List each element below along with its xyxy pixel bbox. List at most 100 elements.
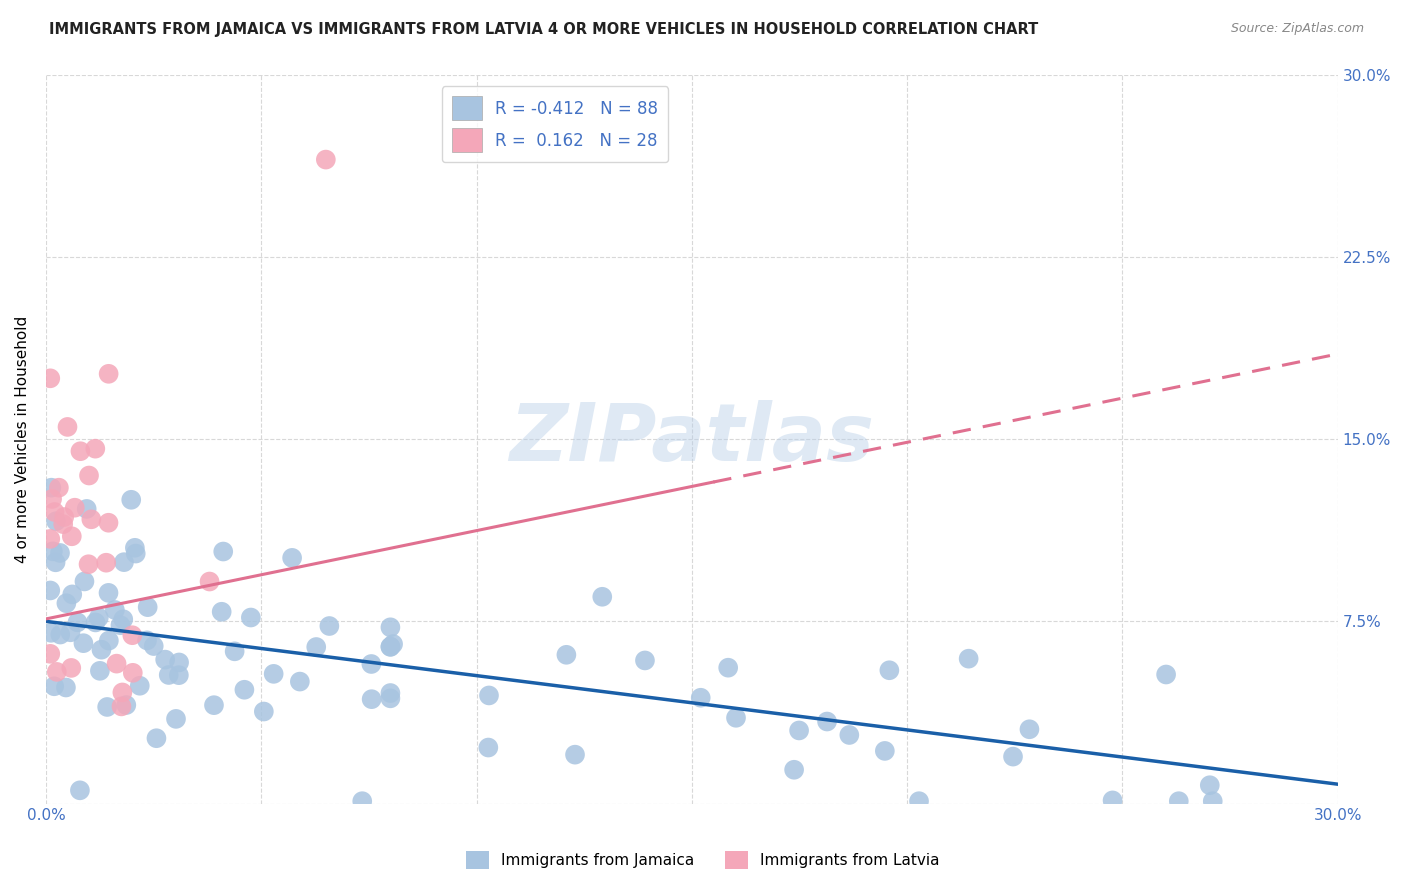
Point <box>105 657 128 671</box>
Point <box>97 633 120 648</box>
Point <box>380 620 402 634</box>
Point <box>41 481 63 495</box>
Point <box>84 615 107 630</box>
Point <box>380 640 402 654</box>
Point <box>97 367 120 381</box>
Point <box>49 546 72 560</box>
Point <box>382 637 405 651</box>
Point <box>136 600 159 615</box>
Point <box>42 544 65 558</box>
Point <box>1198 778 1220 792</box>
Point <box>84 442 107 456</box>
Point <box>77 558 100 572</box>
Point <box>380 640 402 654</box>
Point <box>165 712 187 726</box>
Point <box>555 648 578 662</box>
Text: IMMIGRANTS FROM JAMAICA VS IMMIGRANTS FROM LATVIA 4 OR MORE VEHICLES IN HOUSEHOL: IMMIGRANTS FROM JAMAICA VS IMMIGRANTS FR… <box>49 22 1039 37</box>
Point <box>125 547 148 561</box>
Point <box>198 574 221 589</box>
Point <box>478 689 501 703</box>
Point <box>352 794 374 808</box>
Point <box>80 512 103 526</box>
Point <box>1101 793 1123 807</box>
Point <box>52 517 75 532</box>
Point <box>838 728 860 742</box>
Point <box>45 514 67 528</box>
Point <box>76 502 98 516</box>
Point <box>224 644 246 658</box>
Point <box>44 679 66 693</box>
Point <box>55 681 77 695</box>
Point <box>873 744 896 758</box>
Point <box>60 661 83 675</box>
Point <box>634 653 657 667</box>
Point <box>39 371 62 385</box>
Point <box>60 587 83 601</box>
Point <box>89 664 111 678</box>
Text: ZIPatlas: ZIPatlas <box>509 401 875 478</box>
Text: Source: ZipAtlas.com: Source: ZipAtlas.com <box>1230 22 1364 36</box>
Point <box>77 468 100 483</box>
Point <box>212 544 235 558</box>
Point <box>724 711 747 725</box>
Point <box>253 705 276 719</box>
Point <box>263 666 285 681</box>
Legend: Immigrants from Jamaica, Immigrants from Latvia: Immigrants from Jamaica, Immigrants from… <box>460 845 946 875</box>
Point <box>39 583 62 598</box>
Point <box>564 747 586 762</box>
Point <box>63 500 86 515</box>
Point <box>689 690 711 705</box>
Point <box>360 657 382 671</box>
Point <box>60 529 83 543</box>
Point <box>96 700 118 714</box>
Point <box>41 491 63 506</box>
Point <box>1002 749 1025 764</box>
Point <box>157 668 180 682</box>
Point <box>380 686 402 700</box>
Point <box>315 153 337 167</box>
Point <box>120 492 142 507</box>
Point <box>45 555 67 569</box>
Point <box>380 691 402 706</box>
Point <box>239 610 262 624</box>
Point <box>97 586 120 600</box>
Point <box>69 444 91 458</box>
Point <box>110 618 132 632</box>
Point <box>1202 794 1225 808</box>
Point <box>111 685 134 699</box>
Point <box>55 596 77 610</box>
Point <box>281 550 304 565</box>
Point <box>815 714 838 729</box>
Point <box>73 574 96 589</box>
Point <box>211 605 233 619</box>
Point <box>360 692 382 706</box>
Point <box>879 663 901 677</box>
Point <box>167 656 190 670</box>
Point <box>1018 723 1040 737</box>
Point <box>48 481 70 495</box>
Legend: R = -0.412   N = 88, R =  0.162   N = 28: R = -0.412 N = 88, R = 0.162 N = 28 <box>441 87 668 162</box>
Point <box>121 628 143 642</box>
Point <box>1167 794 1189 808</box>
Point <box>121 665 143 680</box>
Point <box>717 661 740 675</box>
Point <box>233 682 256 697</box>
Point <box>288 674 311 689</box>
Point <box>1154 667 1177 681</box>
Point <box>202 698 225 713</box>
Point <box>45 665 67 679</box>
Point <box>142 639 165 653</box>
Point <box>957 651 980 665</box>
Point <box>787 723 810 738</box>
Point <box>56 420 79 434</box>
Point <box>783 763 806 777</box>
Y-axis label: 4 or more Vehicles in Household: 4 or more Vehicles in Household <box>15 316 30 563</box>
Point <box>110 699 132 714</box>
Point <box>72 636 94 650</box>
Point <box>591 590 613 604</box>
Point <box>112 612 135 626</box>
Point <box>124 541 146 555</box>
Point <box>66 615 89 630</box>
Point <box>318 619 340 633</box>
Point <box>908 794 931 808</box>
